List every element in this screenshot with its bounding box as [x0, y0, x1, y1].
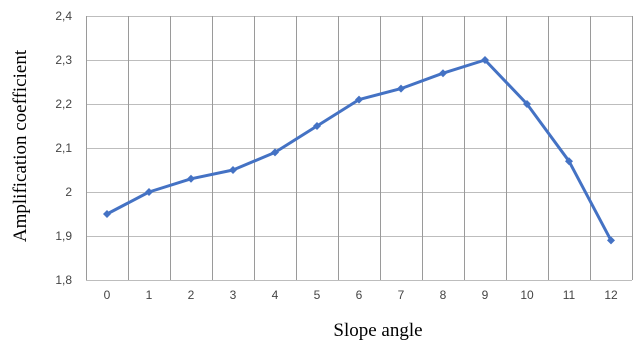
data-point-marker [271, 148, 279, 157]
x-tick-label: 10 [520, 288, 534, 302]
x-tick-label: 1 [146, 288, 153, 302]
y-tick-label: 2,2 [55, 97, 72, 111]
y-axis-ticks: 1,8 1,9 2 2,1 2,2 2,3 2,4 [55, 9, 72, 287]
x-tick-label: 8 [440, 288, 447, 302]
x-tick-label: 5 [314, 288, 321, 302]
data-point-marker [523, 100, 531, 108]
data-point-marker [481, 56, 489, 64]
data-point-marker [145, 188, 153, 196]
x-tick-label: 0 [104, 288, 111, 302]
data-point-marker [229, 166, 237, 174]
y-tick-label: 2,4 [55, 9, 72, 23]
x-tick-label: 7 [398, 288, 405, 302]
data-point-marker [607, 236, 615, 245]
x-tick-label: 11 [563, 288, 576, 302]
y-axis-title: Amplification coefficient [10, 49, 31, 242]
x-tick-label: 12 [604, 288, 618, 302]
x-tick-label: 9 [482, 288, 489, 302]
data-series [103, 56, 615, 245]
x-axis-title: Slope angle [333, 320, 422, 341]
x-tick-label: 3 [230, 288, 237, 302]
y-tick-label: 2 [65, 185, 72, 199]
y-tick-label: 2,3 [55, 53, 72, 67]
grid [86, 16, 633, 281]
x-tick-label: 2 [188, 288, 195, 302]
series-line [106, 58, 613, 242]
data-point-marker [103, 210, 111, 218]
data-point-marker [313, 122, 321, 130]
data-point-marker [397, 84, 405, 93]
x-tick-label: 6 [356, 288, 363, 302]
y-tick-label: 2,1 [55, 141, 72, 155]
data-point-marker [187, 174, 195, 183]
data-point-marker [355, 95, 363, 104]
data-point-marker [565, 157, 573, 166]
data-point-marker [439, 69, 447, 78]
x-axis-ticks: 0 1 2 3 4 5 6 7 8 9 10 11 12 [104, 288, 618, 302]
y-tick-label: 1,8 [55, 273, 72, 287]
x-tick-label: 4 [272, 288, 279, 302]
y-tick-label: 1,9 [55, 229, 72, 243]
